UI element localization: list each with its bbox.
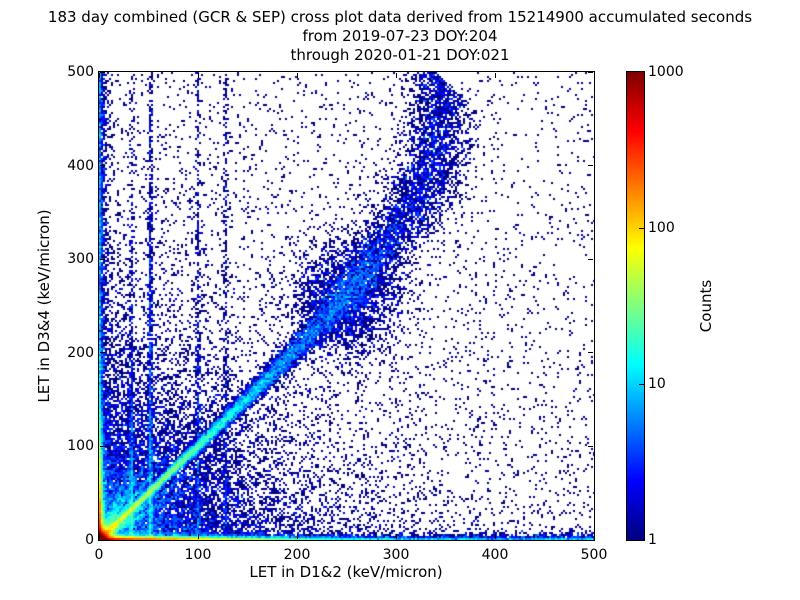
x-tick (98, 534, 100, 539)
x-tick-top (197, 73, 199, 78)
x-tick-top (296, 73, 298, 78)
colorbar-tick-label: 100 (648, 220, 675, 236)
x-tick-label: 0 (94, 547, 104, 563)
colorbar-frame (626, 71, 645, 541)
y-tick-right (588, 539, 593, 541)
chart-title: 183 day combined (GCR & SEP) cross plot … (0, 8, 800, 65)
x-tick-label: 100 (184, 547, 212, 563)
x-tick (197, 534, 199, 539)
colorbar-tick-label: 10 (648, 376, 666, 392)
x-tick (593, 534, 595, 539)
x-tick-label: 200 (283, 547, 311, 563)
x-tick-top (395, 73, 397, 78)
y-tick-right (588, 445, 593, 447)
colorbar-canvas (627, 72, 644, 540)
y-tick-label: 200 (67, 344, 94, 361)
y-axis-label: LET in D3&4 (keV/micron) (35, 209, 53, 403)
y-tick-label: 500 (67, 64, 94, 80)
x-tick-top (593, 73, 595, 78)
colorbar-tick-label: 1 (648, 532, 657, 548)
x-tick-top (98, 73, 100, 78)
x-tick-label: 300 (382, 547, 410, 563)
y-tick (100, 71, 105, 73)
y-tick (100, 539, 105, 541)
x-tick-label: 400 (481, 547, 509, 563)
chart-title-line-3: through 2020-01-21 DOY:021 (290, 46, 510, 64)
x-axis-label: LET in D1&2 (keV/micron) (249, 563, 443, 581)
y-tick-label: 0 (85, 532, 94, 548)
chart-title-line-2: from 2019-07-23 DOY:204 (302, 27, 498, 45)
colorbar-tick (639, 383, 644, 385)
y-tick-label: 300 (67, 251, 94, 268)
y-tick (100, 165, 105, 167)
y-tick (100, 258, 105, 260)
x-tick-top (494, 73, 496, 78)
x-tick (296, 534, 298, 539)
x-tick-label: 500 (580, 547, 608, 563)
y-tick-right (588, 71, 593, 73)
x-tick (395, 534, 397, 539)
chart-title-line-1: 183 day combined (GCR & SEP) cross plot … (47, 8, 753, 26)
y-tick-right (588, 165, 593, 167)
colorbar-tick (639, 227, 644, 229)
y-tick (100, 445, 105, 447)
x-tick (494, 534, 496, 539)
colorbar-tick-label: 1000 (648, 64, 684, 80)
y-tick-label: 100 (67, 438, 94, 455)
y-tick-right (588, 352, 593, 354)
y-tick-label: 400 (67, 157, 94, 174)
plot-frame (98, 71, 595, 541)
y-tick-right (588, 258, 593, 260)
y-tick (100, 352, 105, 354)
colorbar-label: Counts (697, 279, 715, 333)
scatter-canvas (99, 72, 594, 540)
